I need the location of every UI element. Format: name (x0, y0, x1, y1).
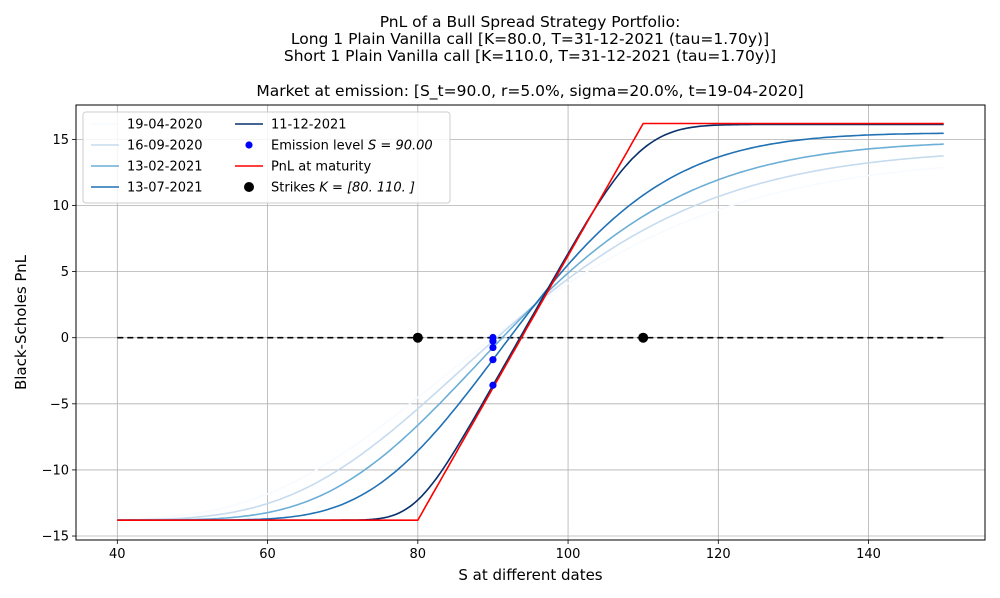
y-tick-label: −15 (42, 530, 69, 545)
emission-point (489, 381, 497, 389)
y-tick-label: −10 (42, 463, 69, 478)
legend-label: PnL at maturity (271, 160, 371, 175)
legend-label: 16-09-2020 (127, 139, 203, 154)
legend-label: Emission level S = 90.00 (271, 139, 433, 154)
y-axis-label: Black-Scholes PnL (12, 254, 30, 390)
chart-title-line-3: Short 1 Plain Vanilla call [K=110.0, T=3… (284, 47, 776, 65)
x-tick-label: 140 (856, 547, 881, 562)
x-tick-label: 100 (556, 547, 581, 562)
emission-point (489, 337, 497, 345)
x-tick-label: 60 (259, 547, 276, 562)
x-tick-label: 80 (410, 547, 427, 562)
strike-marker (412, 332, 423, 343)
y-tick-label: −5 (50, 397, 69, 412)
x-tick-label: 120 (706, 547, 731, 562)
axes-frame (75, 104, 986, 541)
strike-marker (638, 332, 649, 343)
legend-label: 13-07-2021 (127, 181, 203, 196)
y-tick-label: 5 (61, 265, 69, 280)
legend-label: 11-12-2021 (271, 118, 347, 133)
legend-label-math: S = 90.00 (368, 139, 433, 154)
x-tick-label: 40 (109, 547, 126, 562)
y-tick-label: 10 (52, 199, 69, 214)
grid (76, 105, 985, 540)
legend-label: 19-04-2020 (127, 118, 203, 133)
emission-point (489, 356, 497, 364)
chart-title-line-2: Long 1 Plain Vanilla call [K=80.0, T=31-… (291, 30, 769, 48)
legend-box (82, 111, 451, 204)
x-axis: 40 60 80 100 120 140 (109, 540, 881, 562)
y-axis: −15 −10 −5 0 5 10 15 (42, 133, 76, 545)
legend-strike-marker (244, 182, 254, 192)
chart-title-line-1: PnL of a Bull Spread Strategy Portfolio: (380, 13, 681, 31)
x-axis-label: S at different dates (458, 566, 602, 584)
legend-label: 13-02-2021 (127, 160, 203, 175)
legend-label-text: Strikes (271, 181, 319, 196)
chart-title: PnL of a Bull Spread Strategy Portfolio:… (256, 13, 803, 101)
series-line-13-02-2021 (117, 143, 944, 522)
legend-label-text: Emission level (271, 139, 368, 154)
y-tick-label: 0 (61, 331, 69, 346)
legend-label: Strikes K = [80. 110. ] (271, 181, 415, 196)
series-line-19-04-2020 (117, 166, 944, 521)
emission-point (489, 343, 497, 352)
y-tick-label: 15 (52, 133, 69, 148)
legend-emission-marker (245, 141, 253, 149)
legend: 19-04-2020 16-09-2020 13-02-2021 13-07-2021… (82, 111, 451, 204)
plot-area (117, 122, 944, 522)
maturity-pnl-line (117, 122, 944, 522)
chart-title-line-5: Market at emission: [S_t=90.0, r=5.0%, s… (256, 82, 803, 101)
legend-label-math: K = [80. 110. ] (319, 181, 415, 196)
